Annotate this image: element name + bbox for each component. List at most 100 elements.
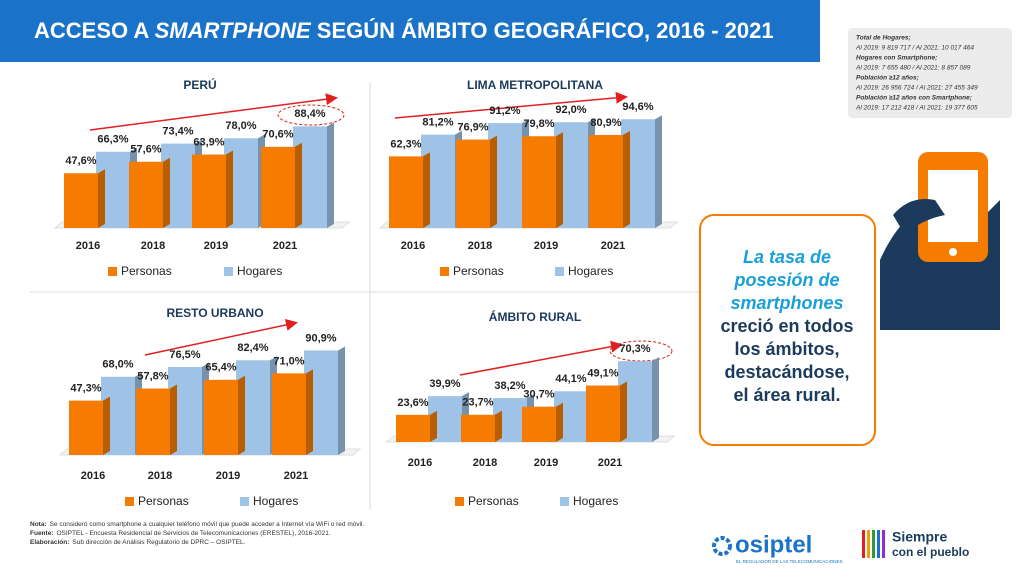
trend-arrow [144,319,298,356]
legend-label: Hogares [573,494,618,508]
trend-arrow [459,340,623,376]
legend-label: Hogares [568,264,613,278]
bar-side [652,357,659,442]
footer-label: Nota: [30,521,47,528]
bar [456,139,490,228]
callout-highlight: La tasa de [743,247,831,267]
legend-label: Personas [138,494,189,508]
legend-swatch [455,497,464,506]
data-label: 88,4% [294,108,325,120]
bar-side [98,169,105,228]
bar-side [430,410,437,442]
data-label: 47,6% [65,155,96,167]
chart-title: PERÚ [183,77,216,92]
sidebar-line: Población ≥12 años; [856,75,919,82]
callout-text: el área rural. [733,385,840,405]
sidebar-box [848,28,1012,118]
data-label: 63,9% [193,136,224,148]
data-label: 78,0% [225,120,256,132]
bar [396,414,430,442]
x-tick-label: 2021 [284,470,308,482]
data-label: 80,9% [590,117,621,129]
x-tick-label: 2021 [598,457,622,469]
data-label: 39,9% [429,378,460,390]
bar-side [163,157,170,228]
bar-side [623,130,630,228]
x-tick-label: 2018 [473,457,497,469]
legend-label: Personas [468,494,519,508]
data-label: 94,6% [622,101,653,113]
bar-side [306,369,313,455]
logo-text: Siempre [892,529,947,545]
data-label: 57,8% [137,370,168,382]
footer-text: Se consideró como smartphone a cualquier… [50,521,365,528]
x-tick-label: 2016 [81,470,105,482]
bar-side [238,375,245,455]
sidebar-line: Hogares con Smartphone; [856,55,937,62]
data-label: 66,3% [97,134,128,146]
bar [586,385,620,442]
data-label: 91,2% [489,105,520,117]
bar [589,134,623,228]
x-tick-label: 2016 [408,457,432,469]
bar [389,156,423,228]
data-label: 81,2% [422,117,453,129]
sidebar-line: Al 2019: 26 956 724 / Al 2021: 27 455 34… [855,85,978,92]
logo-text: con el pueblo [892,545,969,559]
trend-arrow [394,91,628,119]
legend-swatch [555,267,564,276]
bar-side [490,135,497,228]
data-label: 23,7% [462,397,493,409]
data-label: 73,4% [162,125,193,137]
callout-box [699,214,876,446]
footer-label: Fuente: [30,530,53,537]
title-part: ACCESO A [34,18,155,43]
footer-line: Elaboración: Sub dirección de Análisis Re… [30,539,246,546]
data-label: 76,9% [457,121,488,133]
x-tick-label: 2021 [273,240,297,252]
bar [272,373,306,455]
data-label: 90,9% [305,332,336,344]
logo-tagline: EL REGULADOR DE LAS TELECOMUNICACIONES [736,559,843,564]
sidebar-line: Al 2019: 17 212 418 / Al 2021: 19 377 60… [855,105,978,112]
footer-line: Nota: Se consideró como smartphone a cual… [30,521,364,528]
chart-title: LIMA METROPOLITANA [467,78,603,92]
bar-side [103,396,110,455]
bar [64,173,98,228]
legend-swatch [440,267,449,276]
footer-text: Sub dirección de Análisis Regulatorio de… [72,539,245,546]
x-tick-label: 2019 [534,457,558,469]
data-label: 70,6% [262,129,293,141]
trend-arrow [89,93,338,131]
data-label: 23,6% [397,397,428,409]
legend-swatch [560,497,569,506]
callout-text: creció en todos [720,316,853,336]
data-label: 79,8% [523,118,554,130]
chart-title: RESTO URBANO [166,306,263,320]
data-label: 82,4% [237,342,268,354]
x-tick-label: 2016 [76,240,100,252]
bar-side [556,132,563,228]
bar [129,161,163,228]
data-label: 30,7% [523,389,554,401]
callout-highlight: smartphones [730,293,843,313]
logo-bar [872,530,875,558]
x-tick-label: 2018 [148,470,172,482]
bar [461,414,495,442]
data-label: 47,3% [70,383,101,395]
footer-line: Fuente: OSIPTEL - Encuesta Residencial de… [30,530,331,537]
x-tick-label: 2019 [534,240,558,252]
x-tick-label: 2021 [601,240,625,252]
sidebar-line: Al 2019: 7 655 480 / Al 2021: 8 857 089 [855,65,971,72]
bar-side [556,402,563,442]
bar [69,400,103,455]
highlight [609,340,673,362]
sidebar-line: Total de Hogares; [856,35,911,42]
highlight [277,104,345,126]
bar-side [226,150,233,228]
bar [136,388,170,455]
bar [522,406,556,442]
phone-icon [880,152,1000,330]
data-label: 92,0% [555,104,586,116]
